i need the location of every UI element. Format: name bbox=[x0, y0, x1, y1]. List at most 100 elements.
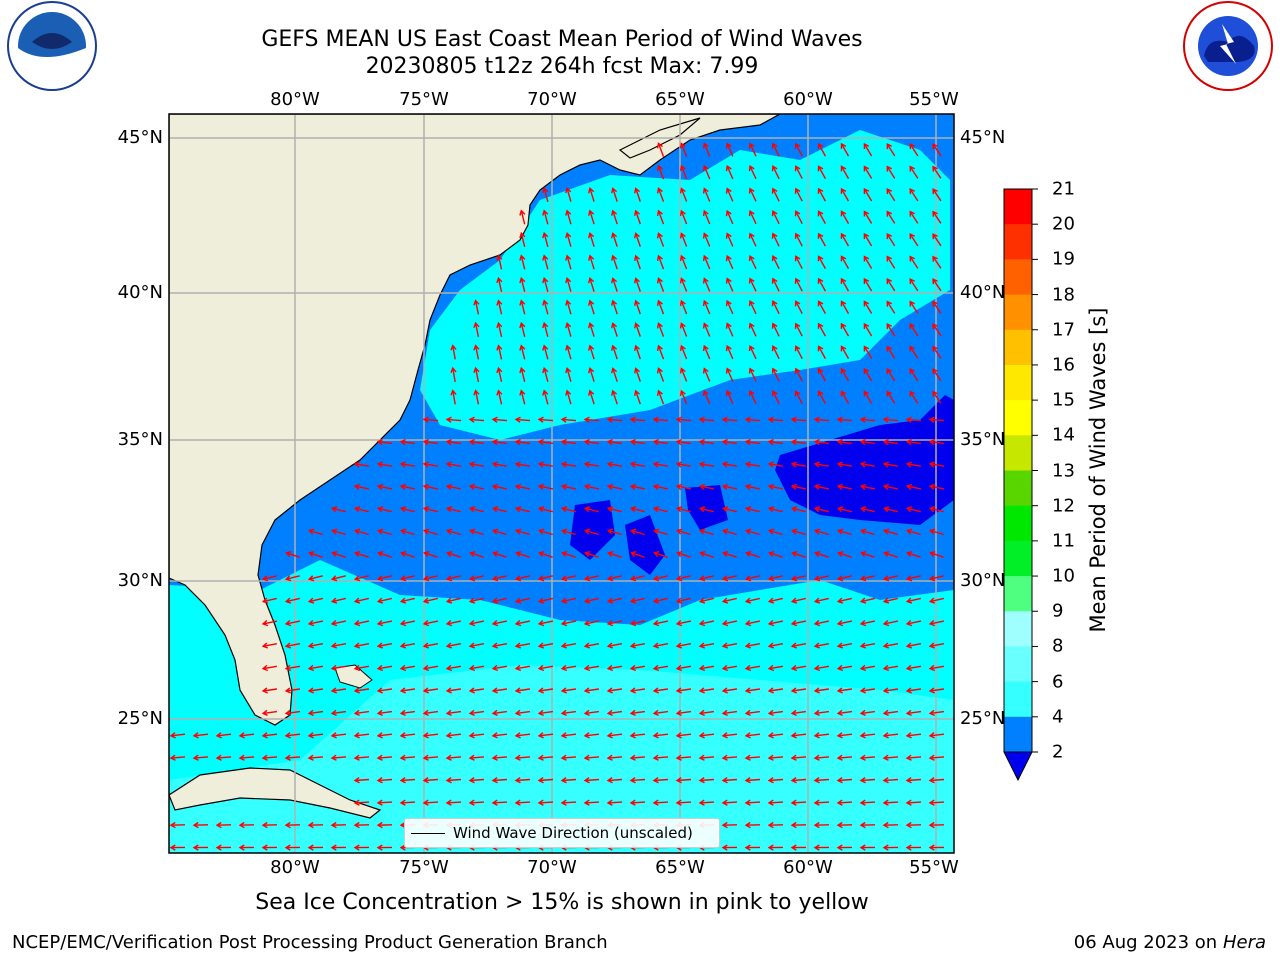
wave-direction-arrow bbox=[330, 821, 347, 829]
wave-direction-arrow bbox=[560, 506, 576, 513]
wave-direction-arrow bbox=[836, 597, 852, 604]
wave-direction-arrow bbox=[284, 664, 301, 672]
wave-direction-arrow bbox=[675, 506, 691, 513]
wave-direction-arrow bbox=[928, 754, 945, 761]
sea-ice-note: Sea Ice Concentration > 15% is shown in … bbox=[255, 890, 869, 915]
wave-direction-arrow bbox=[565, 321, 572, 337]
wave-direction-arrow bbox=[560, 687, 577, 694]
wave-direction-arrow bbox=[514, 483, 531, 491]
wave-direction-arrow bbox=[699, 551, 714, 558]
wave-direction-arrow bbox=[473, 389, 480, 405]
colorbar-band bbox=[1004, 435, 1032, 471]
wave-direction-arrow bbox=[611, 232, 618, 247]
wave-direction-arrow bbox=[399, 506, 415, 513]
wave-region-low-east bbox=[775, 395, 954, 525]
wave-direction-arrow bbox=[629, 619, 646, 627]
wave-direction-arrow bbox=[261, 664, 278, 672]
wave-direction-arrow bbox=[790, 664, 807, 672]
colorbar-tick-label: 17 bbox=[1052, 319, 1075, 341]
wave-direction-arrow bbox=[817, 390, 827, 404]
wave-direction-arrow bbox=[905, 461, 922, 468]
wave-direction-arrow bbox=[863, 232, 873, 247]
wave-direction-arrow bbox=[813, 597, 829, 604]
wave-direction-arrow bbox=[307, 528, 323, 536]
wave-direction-arrow bbox=[450, 344, 457, 360]
wave-direction-arrow bbox=[882, 709, 898, 717]
wave-direction-arrow bbox=[836, 575, 852, 582]
wave-direction-arrow bbox=[859, 461, 876, 468]
wave-direction-arrow bbox=[330, 687, 347, 694]
wave-direction-arrow bbox=[445, 416, 462, 423]
wave-direction-arrow bbox=[790, 528, 806, 536]
wave-direction-arrow bbox=[652, 461, 669, 468]
wave-direction-arrow bbox=[721, 416, 738, 423]
wave-direction-arrow bbox=[905, 619, 922, 627]
wave-direction-arrow bbox=[307, 732, 324, 739]
wave-direction-arrow bbox=[606, 619, 623, 627]
wave-direction-arrow bbox=[468, 642, 485, 649]
wave-direction-arrow bbox=[537, 642, 554, 649]
wave-direction-arrow bbox=[836, 438, 852, 446]
wave-direction-arrow bbox=[422, 642, 439, 649]
wave-direction-arrow bbox=[767, 528, 783, 536]
wave-direction-arrow bbox=[698, 438, 714, 446]
colorbar bbox=[1003, 188, 1038, 782]
wave-direction-arrow bbox=[607, 551, 622, 558]
wave-direction-arrow bbox=[537, 709, 553, 717]
wave-direction-arrow bbox=[238, 821, 255, 829]
wave-direction-arrow bbox=[422, 597, 438, 604]
wave-direction-arrow bbox=[611, 367, 618, 382]
wave-direction-arrow bbox=[859, 528, 875, 536]
map-area bbox=[169, 114, 954, 853]
wave-direction-arrow bbox=[308, 551, 323, 558]
wave-direction-arrow bbox=[882, 438, 898, 446]
wave-direction-arrow bbox=[468, 597, 484, 604]
wave-direction-arrow bbox=[656, 277, 665, 292]
wave-direction-arrow bbox=[859, 416, 876, 423]
lon-label-bottom: 70°W bbox=[527, 857, 577, 878]
wave-direction-arrow bbox=[790, 799, 807, 806]
nws-logo bbox=[1183, 1, 1273, 91]
wave-direction-arrow bbox=[537, 506, 553, 513]
wave-direction-arrow bbox=[771, 277, 780, 292]
wave-direction-arrow bbox=[376, 687, 393, 694]
wave-direction-arrow bbox=[445, 483, 462, 491]
colorbar-tick-label: 15 bbox=[1052, 389, 1075, 411]
wave-direction-arrow bbox=[399, 461, 416, 468]
wave-direction-arrow bbox=[698, 732, 715, 739]
wave-direction-arrow bbox=[905, 709, 921, 717]
wave-direction-arrow bbox=[634, 344, 641, 360]
wave-direction-arrow bbox=[399, 754, 416, 761]
wave-direction-arrow bbox=[634, 277, 641, 292]
wave-direction-arrow bbox=[261, 709, 277, 717]
wave-direction-arrow bbox=[882, 799, 899, 806]
wave-direction-arrow bbox=[606, 416, 623, 423]
wave-direction-arrow bbox=[932, 390, 942, 404]
wave-direction-arrow bbox=[450, 389, 457, 405]
wave-direction-arrow bbox=[353, 687, 370, 694]
wave-direction-arrow bbox=[928, 416, 945, 423]
wave-direction-arrow bbox=[725, 142, 734, 157]
wave-direction-arrow bbox=[491, 777, 508, 784]
wave-direction-arrow bbox=[840, 367, 850, 382]
wave-direction-arrow bbox=[560, 483, 577, 491]
wave-direction-arrow bbox=[519, 231, 526, 247]
wave-direction-arrow bbox=[611, 209, 618, 225]
wave-direction-arrow bbox=[468, 754, 485, 761]
wave-direction-arrow bbox=[353, 754, 370, 761]
wave-direction-arrow bbox=[882, 754, 899, 761]
wave-region-low-center bbox=[570, 500, 615, 560]
wave-direction-arrow bbox=[376, 799, 393, 806]
wave-direction-arrow bbox=[537, 687, 554, 694]
wave-direction-arrow bbox=[376, 664, 393, 672]
wave-direction-arrow bbox=[675, 687, 692, 694]
wave-direction-arrow bbox=[629, 799, 646, 806]
wave-direction-arrow bbox=[542, 209, 549, 225]
wave-direction-arrow bbox=[588, 254, 595, 270]
wave-direction-arrow bbox=[675, 642, 692, 649]
wave-direction-arrow bbox=[928, 799, 945, 806]
wave-direction-arrow bbox=[330, 575, 346, 582]
wave-direction-arrow bbox=[169, 844, 186, 851]
wave-direction-arrow bbox=[928, 597, 944, 604]
wave-direction-arrow bbox=[883, 551, 898, 558]
